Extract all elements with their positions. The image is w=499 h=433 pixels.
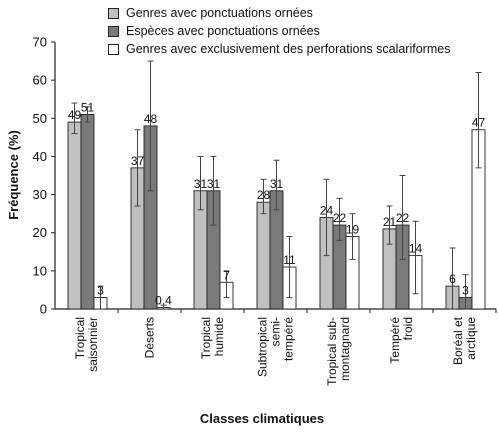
x-tick-label: Déserts	[143, 317, 157, 358]
data-label: 37	[131, 154, 145, 168]
data-label: 3	[462, 284, 469, 298]
x-tick-label: Tropical	[199, 317, 213, 359]
y-tick-label: 50	[33, 111, 47, 126]
axes: 0 10 20 30 40 50 60 70	[33, 35, 497, 317]
data-label: 51	[81, 100, 95, 114]
legend-item: Genres avec ponctuations ornées	[108, 4, 450, 22]
x-tick-label: froid	[401, 317, 415, 340]
y-tick-label: 60	[33, 73, 47, 88]
x-tick-label-group: Subtropical semi-tempéré	[256, 317, 296, 377]
x-tick-label: humide	[212, 317, 226, 357]
x-tick-label: Tempéré	[388, 317, 402, 364]
data-label: 14	[409, 242, 423, 256]
x-tick-label: arctique	[464, 317, 478, 360]
x-tick-label: saisonnier	[86, 317, 100, 372]
x-axis-title: Classes climatiques	[200, 411, 324, 426]
data-label: 22	[396, 211, 410, 225]
legend-label: Espèces avec ponctuations ornées	[126, 24, 320, 38]
data-label: 24	[320, 203, 334, 217]
y-tick-label: 20	[33, 225, 47, 240]
x-tick-label: tempéré	[282, 317, 296, 361]
x-tick-label: Boréal et	[451, 316, 465, 365]
x-tick-label: Tropical sub-	[325, 317, 339, 386]
y-tick-label: 0	[40, 302, 47, 317]
data-label: 21	[383, 215, 397, 229]
bars	[67, 60, 486, 310]
data-label: 0.4	[155, 293, 172, 307]
y-tick-label: 10	[33, 263, 47, 278]
y-tick-label: 70	[33, 35, 47, 50]
x-tick-label-group: Déserts	[143, 317, 157, 358]
legend-swatch	[108, 43, 119, 55]
x-tick-label: semi-	[269, 317, 283, 346]
x-tick-label-group: Boréal et arctique	[451, 316, 478, 365]
x-tick-label: montagnard	[338, 317, 352, 381]
x-tick-label: Tropical	[73, 317, 87, 359]
legend-item: Genres avec exclusivement des perforatio…	[108, 40, 450, 58]
x-tick-label-group: Tempéré froid	[388, 317, 415, 364]
y-tick-label: 40	[33, 149, 47, 164]
data-label: 11	[283, 253, 296, 267]
x-tick-label-group: Tropical humide	[199, 317, 226, 360]
data-label: 3	[97, 284, 104, 298]
legend-swatch	[108, 7, 119, 19]
legend-swatch	[108, 25, 119, 37]
data-label: 48	[144, 112, 158, 126]
data-label: 47	[472, 116, 486, 130]
data-label: 49	[68, 108, 82, 122]
x-tick-label-group: Tropical sub-montagnard	[325, 317, 352, 386]
data-label: 7	[223, 268, 230, 282]
bar	[80, 114, 95, 310]
data-label: 28	[257, 188, 271, 202]
data-label: 31	[194, 177, 208, 191]
legend-item: Espèces avec ponctuations ornées	[108, 22, 450, 40]
data-label: 19	[346, 223, 360, 237]
data-label: 6	[449, 272, 456, 286]
data-label: 22	[333, 211, 347, 225]
bar	[67, 121, 82, 310]
y-tick-label: 30	[33, 187, 47, 202]
x-tick-label-group: Tropical saisonnier	[73, 317, 100, 372]
legend-label: Genres avec exclusivement des perforatio…	[126, 42, 451, 56]
data-label: 31	[270, 177, 284, 191]
legend-label: Genres avec ponctuations ornées	[126, 6, 313, 20]
y-axis-title: Fréquence (%)	[6, 130, 21, 220]
data-label: 31	[207, 177, 221, 191]
x-tick-label: Subtropical	[256, 317, 270, 377]
legend: Genres avec ponctuations ornées Espèces …	[108, 4, 450, 58]
bar	[256, 201, 271, 310]
